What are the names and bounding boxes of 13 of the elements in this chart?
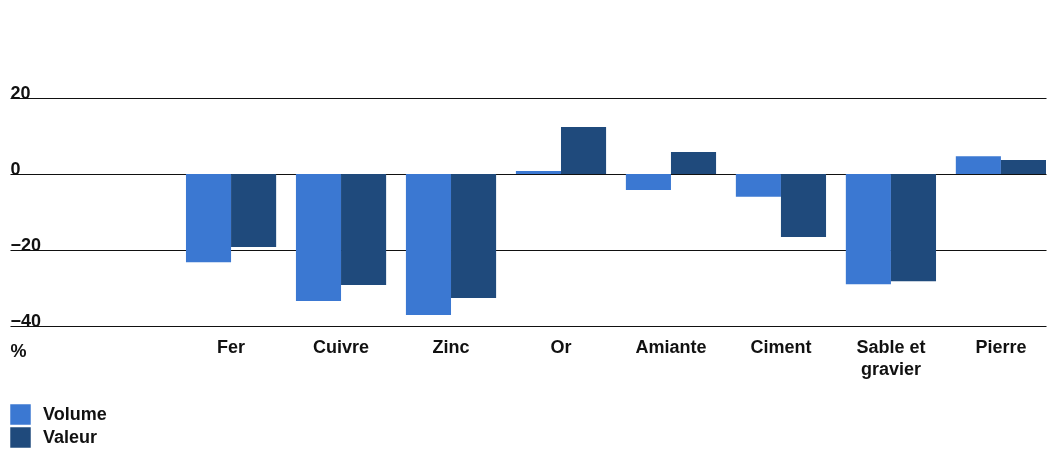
y-tick-label: 0	[10, 158, 21, 179]
x-tick-label: Or	[550, 336, 572, 357]
x-tick-label: Pierre	[975, 336, 1027, 357]
x-tick-label: Sable et gravier	[856, 336, 926, 379]
y-axis-title: %	[10, 340, 27, 361]
x-tick-label: Zinc	[432, 336, 470, 357]
x-tick-label: Amiante	[635, 336, 707, 357]
x-tick-label: Ciment	[750, 336, 812, 357]
x-tick-label: Fer	[217, 336, 246, 357]
legend-label: Valeur	[43, 426, 98, 447]
legend-label: Volume	[43, 403, 107, 424]
y-tick-label: −40	[10, 310, 42, 331]
x-tick-label: Cuivre	[313, 336, 370, 357]
